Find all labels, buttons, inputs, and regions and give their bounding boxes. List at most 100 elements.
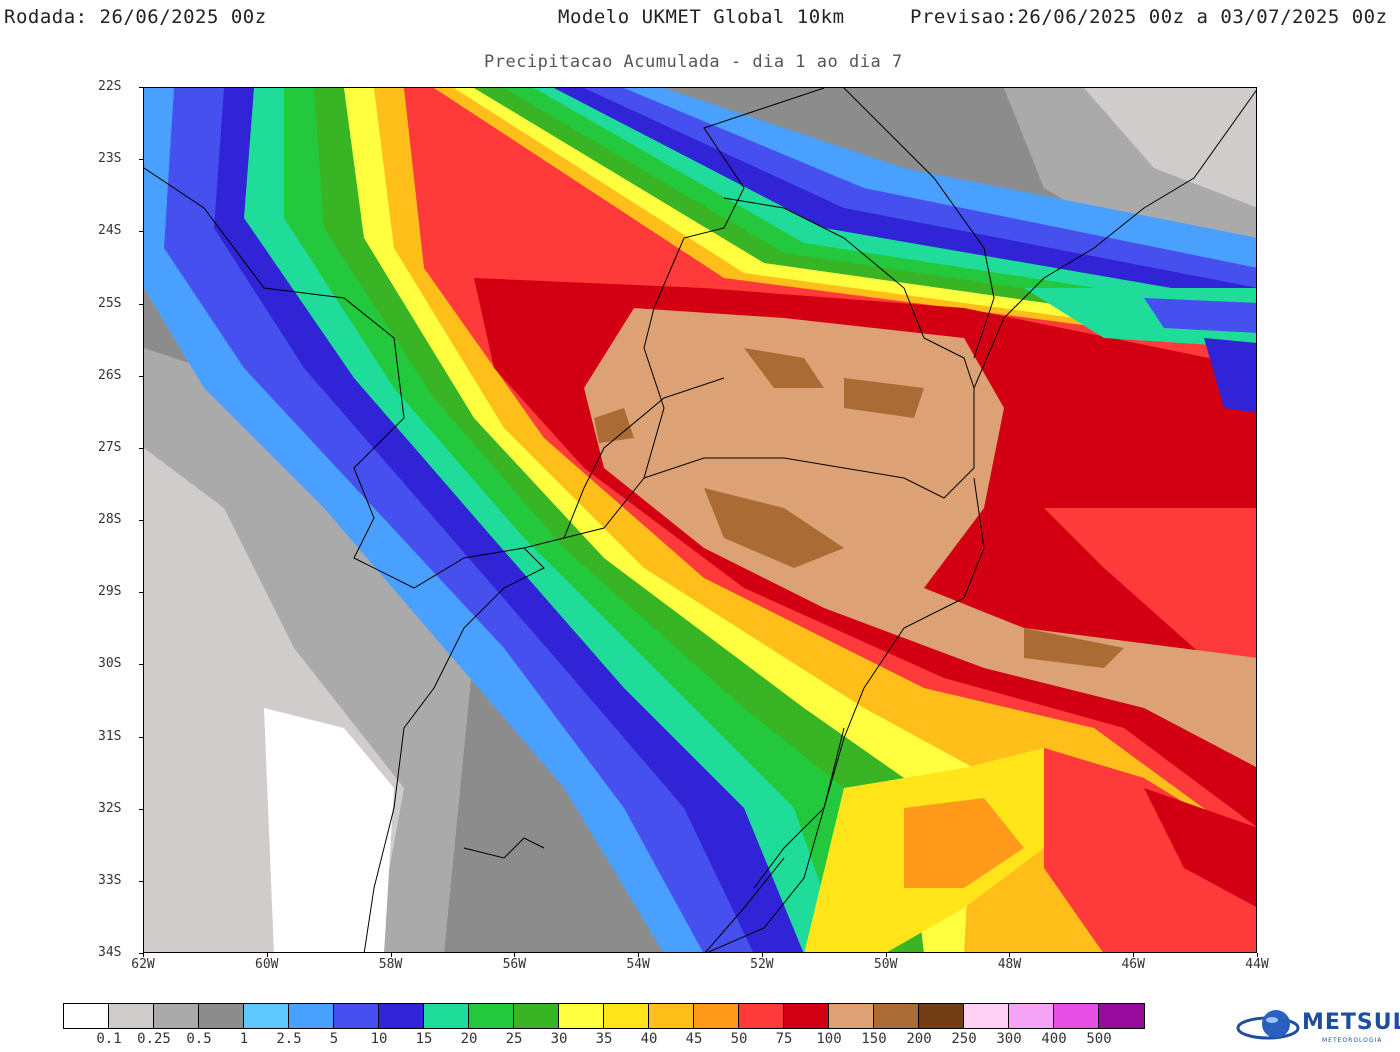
- metsul-logo-text: METSUL: [1302, 1010, 1400, 1035]
- latitude-label: 23S: [98, 151, 122, 167]
- longitude-tick: [143, 953, 144, 957]
- legend-color-swatch: [964, 1004, 1009, 1028]
- legend-color-swatch: [514, 1004, 559, 1028]
- metsul-logo-subtext: METEOROLOGIA: [1322, 1037, 1383, 1044]
- legend-color-swatch: [109, 1004, 154, 1028]
- latitude-tick: [139, 159, 143, 161]
- latitude-label: 27S: [98, 439, 122, 455]
- model-title: Modelo UKMET Global 10km: [558, 6, 845, 28]
- legend-color-swatch: [379, 1004, 424, 1028]
- longitude-label: 48W: [997, 957, 1022, 972]
- latitude-tick: [139, 520, 143, 521]
- latitude-tick: [139, 303, 143, 305]
- legend-color-swatch: [289, 1004, 334, 1028]
- latitude-tick: [139, 231, 143, 233]
- legend-threshold-label: 400: [1041, 1031, 1067, 1047]
- longitude-label: 54W: [626, 957, 650, 972]
- latitude-label: 31S: [98, 728, 122, 744]
- legend-color-swatch: [334, 1004, 379, 1028]
- legend-threshold-label: 1: [239, 1031, 249, 1047]
- latitude-label: 29S: [98, 584, 122, 600]
- forecast-period-label: Previsao:26/06/2025 00z a 03/07/2025 00z: [910, 6, 1388, 28]
- longitude-label: 60W: [255, 957, 279, 972]
- longitude-tick: [638, 953, 640, 957]
- latitude-label: 32S: [98, 800, 122, 816]
- longitude-tick: [761, 953, 763, 957]
- legend-color-swatch: [829, 1004, 874, 1028]
- latitude-label: 24S: [98, 223, 122, 239]
- precipitation-legend-colorbar: [63, 1003, 1145, 1029]
- legend-threshold-label: 150: [861, 1031, 887, 1047]
- legend-color-swatch: [649, 1004, 694, 1028]
- legend-color-swatch: [154, 1004, 199, 1028]
- legend-threshold-label: 100: [816, 1031, 842, 1047]
- legend-color-swatch: [784, 1004, 829, 1028]
- legend-threshold-label: 300: [996, 1031, 1022, 1047]
- legend-color-swatch: [1099, 1004, 1144, 1028]
- legend-threshold-label: 5: [329, 1031, 339, 1047]
- legend-color-swatch: [424, 1004, 469, 1028]
- latitude-tick: [139, 664, 143, 666]
- longitude-tick: [885, 953, 887, 957]
- latitude-label: 28S: [98, 512, 122, 527]
- latitude-tick: [139, 592, 143, 594]
- metsul-logo-icon: [1236, 1010, 1300, 1040]
- latitude-label: 26S: [98, 367, 122, 383]
- legend-color-swatch: [244, 1004, 289, 1028]
- legend-threshold-label: 10: [370, 1031, 388, 1047]
- longitude-label: 56W: [502, 957, 527, 972]
- precipitation-map: [143, 87, 1257, 953]
- longitude-label: 52W: [750, 957, 774, 972]
- legend-color-swatch: [469, 1004, 514, 1028]
- map-subtitle: Precipitacao Acumulada - dia 1 ao dia 7: [484, 52, 903, 72]
- legend-threshold-label: 200: [906, 1031, 932, 1047]
- legend-threshold-label: 45: [685, 1031, 703, 1047]
- latitude-tick: [139, 447, 143, 449]
- longitude-label: 50W: [873, 957, 898, 972]
- legend-threshold-label: 75: [775, 1031, 793, 1047]
- latitude-tick: [139, 375, 143, 377]
- precipitation-map-canvas: [144, 88, 1256, 952]
- longitude-tick: [390, 953, 392, 957]
- longitude-label: 62W: [131, 957, 155, 972]
- legend-threshold-label: 2.5: [276, 1031, 302, 1047]
- latitude-label: 34S: [98, 945, 122, 960]
- legend-threshold-label: 25: [505, 1031, 523, 1047]
- longitude-tick: [1133, 953, 1135, 957]
- legend-threshold-label: 0.5: [186, 1031, 212, 1047]
- latitude-tick: [139, 87, 143, 88]
- legend-threshold-label: 15: [415, 1031, 433, 1047]
- longitude-label: 46W: [1121, 957, 1145, 972]
- run-date-label: Rodada: 26/06/2025 00z: [4, 6, 267, 28]
- latitude-label: 33S: [98, 872, 122, 888]
- legend-threshold-label: 40: [640, 1031, 658, 1047]
- legend-color-swatch: [874, 1004, 919, 1028]
- legend-color-swatch: [919, 1004, 964, 1028]
- latitude-label: 25S: [98, 295, 122, 311]
- legend-color-swatch: [199, 1004, 244, 1028]
- legend-color-swatch: [694, 1004, 739, 1028]
- legend-color-swatch: [64, 1004, 109, 1028]
- longitude-tick: [266, 953, 268, 957]
- legend-threshold-label: 250: [951, 1031, 977, 1047]
- latitude-label: 22S: [98, 79, 122, 94]
- legend-color-swatch: [739, 1004, 784, 1028]
- legend-threshold-label: 0.25: [137, 1031, 171, 1047]
- longitude-label: 44W: [1245, 957, 1269, 972]
- latitude-tick: [139, 808, 143, 810]
- legend-threshold-label: 20: [460, 1031, 478, 1047]
- legend-threshold-label: 30: [550, 1031, 568, 1047]
- latitude-label: 30S: [98, 656, 122, 672]
- legend-color-swatch: [1054, 1004, 1099, 1028]
- latitude-tick: [139, 880, 143, 882]
- legend-color-swatch: [604, 1004, 649, 1028]
- legend-threshold-label: 35: [595, 1031, 613, 1047]
- longitude-tick: [514, 953, 516, 957]
- longitude-tick: [1257, 953, 1258, 957]
- legend-threshold-label: 50: [730, 1031, 748, 1047]
- legend-color-swatch: [1009, 1004, 1054, 1028]
- legend-threshold-label: 0.1: [96, 1031, 122, 1047]
- legend-color-swatch: [559, 1004, 604, 1028]
- longitude-label: 58W: [378, 957, 403, 972]
- latitude-tick: [139, 736, 143, 738]
